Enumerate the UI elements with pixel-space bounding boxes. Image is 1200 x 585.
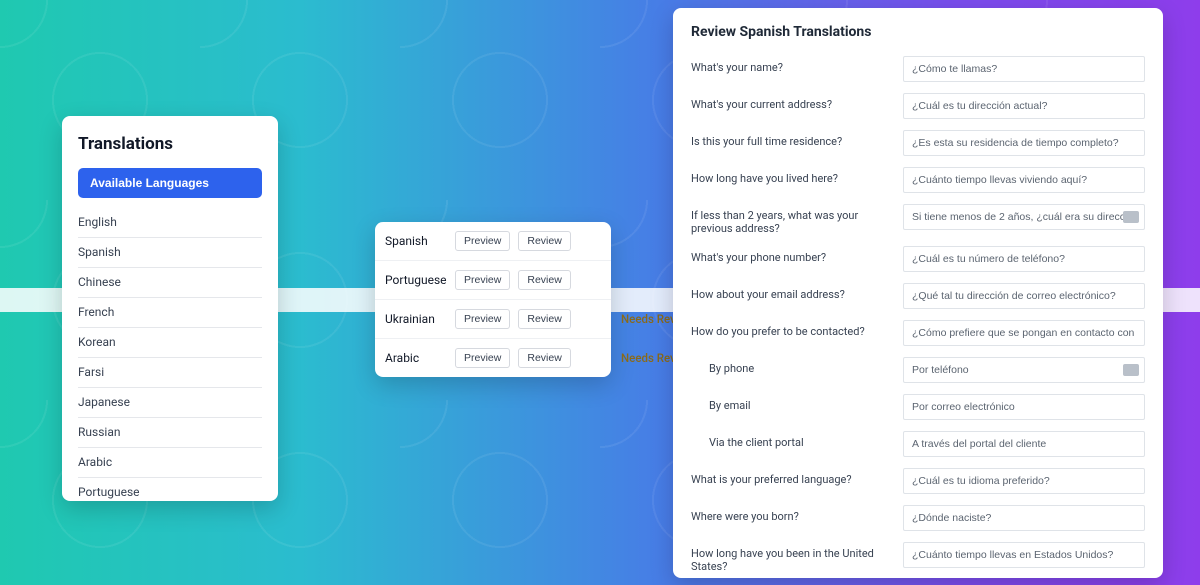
answer-cell — [903, 468, 1145, 494]
language-list: EnglishSpanishChineseFrenchKoreanFarsiJa… — [78, 208, 262, 501]
action-row: Portuguese Preview Review — [375, 261, 611, 300]
answer-cell — [903, 505, 1145, 531]
language-item[interactable]: French — [78, 298, 262, 328]
action-row: Spanish Preview Review — [375, 222, 611, 261]
qa-row: How about your email address? — [691, 283, 1145, 309]
qa-row: What is your preferred language? — [691, 468, 1145, 494]
answer-cell — [903, 56, 1145, 82]
question-label: By phone — [691, 357, 903, 375]
language-item[interactable]: Arabic — [78, 448, 262, 478]
answer-cell — [903, 204, 1145, 230]
qa-row: If less than 2 years, what was your prev… — [691, 204, 1145, 235]
available-languages-button[interactable]: Available Languages — [78, 168, 262, 198]
input-chip-icon — [1123, 364, 1139, 376]
question-label: Via the client portal — [691, 431, 903, 449]
review-button[interactable]: Review — [518, 348, 570, 368]
action-language-label: Ukrainian — [385, 312, 447, 326]
question-label: How about your email address? — [691, 283, 903, 301]
answer-cell — [903, 357, 1145, 383]
qa-row: What's your current address? — [691, 93, 1145, 119]
answer-cell — [903, 167, 1145, 193]
answer-cell — [903, 283, 1145, 309]
language-item[interactable]: Korean — [78, 328, 262, 358]
action-row: UkrainianPreviewReviewNeeds Review⚠ — [375, 300, 611, 339]
language-item[interactable]: Portuguese — [78, 478, 262, 501]
translation-input[interactable] — [903, 468, 1145, 494]
answer-cell — [903, 320, 1145, 346]
translation-input[interactable] — [903, 505, 1145, 531]
preview-button[interactable]: Preview — [455, 348, 510, 368]
qa-row: Via the client portal — [691, 431, 1145, 457]
review-button[interactable]: Review — [518, 270, 570, 290]
language-item[interactable]: Farsi — [78, 358, 262, 388]
translation-input[interactable] — [903, 130, 1145, 156]
language-item[interactable]: Spanish — [78, 238, 262, 268]
review-button[interactable]: Review — [518, 231, 570, 251]
answer-cell — [903, 130, 1145, 156]
translation-input[interactable] — [903, 431, 1145, 457]
translation-input[interactable] — [903, 542, 1145, 568]
preview-button[interactable]: Preview — [455, 270, 510, 290]
translation-input[interactable] — [903, 246, 1145, 272]
answer-cell — [903, 246, 1145, 272]
action-language-label: Spanish — [385, 234, 447, 248]
action-language-label: Portuguese — [385, 273, 447, 287]
action-language-label: Arabic — [385, 351, 447, 365]
question-label: Is this your full time residence? — [691, 130, 903, 148]
language-item[interactable]: Russian — [78, 418, 262, 448]
preview-button[interactable]: Preview — [455, 309, 510, 329]
translation-input[interactable] — [903, 93, 1145, 119]
translation-input[interactable] — [903, 167, 1145, 193]
qa-row: Where were you born? — [691, 505, 1145, 531]
translations-panel: Translations Available Languages English… — [62, 116, 278, 501]
language-item[interactable]: Chinese — [78, 268, 262, 298]
translation-input[interactable] — [903, 283, 1145, 309]
translations-title: Translations — [78, 134, 262, 154]
actions-panel: Spanish Preview Review Portuguese Preview Rev… — [375, 222, 611, 377]
question-label: Where were you born? — [691, 505, 903, 523]
question-label: What's your phone number? — [691, 246, 903, 264]
question-label: How do you prefer to be contacted? — [691, 320, 903, 338]
translation-input[interactable] — [903, 394, 1145, 420]
translation-input[interactable] — [903, 357, 1145, 383]
question-label: How long have you been in the United Sta… — [691, 542, 903, 573]
answer-cell — [903, 542, 1145, 568]
preview-button[interactable]: Preview — [455, 231, 510, 251]
action-row: ArabicPreviewReviewNeeds Review⚠ — [375, 339, 611, 377]
qa-row: By email — [691, 394, 1145, 420]
question-label: If less than 2 years, what was your prev… — [691, 204, 903, 235]
question-label: What is your preferred language? — [691, 468, 903, 486]
review-button[interactable]: Review — [518, 309, 570, 329]
input-chip-icon — [1123, 211, 1139, 223]
translation-input[interactable] — [903, 320, 1145, 346]
language-item[interactable]: Japanese — [78, 388, 262, 418]
qa-container: What's your name? What's your current add… — [691, 56, 1145, 573]
qa-row: How long have you lived here? — [691, 167, 1145, 193]
qa-row: How long have you been in the United Sta… — [691, 542, 1145, 573]
translation-input[interactable] — [903, 56, 1145, 82]
qa-row: By phone — [691, 357, 1145, 383]
question-label: By email — [691, 394, 903, 412]
review-panel: Review Spanish Translations What's your … — [673, 8, 1163, 578]
question-label: How long have you lived here? — [691, 167, 903, 185]
answer-cell — [903, 93, 1145, 119]
answer-cell — [903, 431, 1145, 457]
translation-input[interactable] — [903, 204, 1145, 230]
language-item[interactable]: English — [78, 208, 262, 238]
question-label: What's your current address? — [691, 93, 903, 111]
answer-cell — [903, 394, 1145, 420]
qa-row: What's your name? — [691, 56, 1145, 82]
qa-row: How do you prefer to be contacted? — [691, 320, 1145, 346]
qa-row: Is this your full time residence? — [691, 130, 1145, 156]
question-label: What's your name? — [691, 56, 903, 74]
review-title: Review Spanish Translations — [691, 24, 1145, 40]
qa-row: What's your phone number? — [691, 246, 1145, 272]
